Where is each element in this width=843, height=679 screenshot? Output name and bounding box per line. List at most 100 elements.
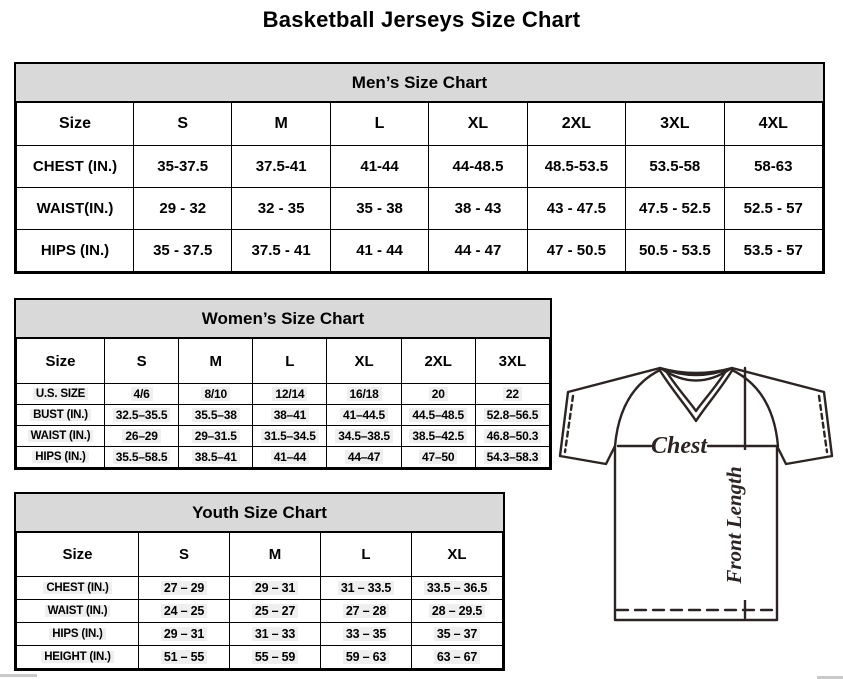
size-label-header: 4XL (723, 102, 824, 146)
size-label-header: L (252, 338, 328, 384)
value-cell: 47–50 (400, 446, 476, 468)
table-row: WAIST (IN.) 26–29 29–31.5 31.5–34.5 34.5–38.… (16, 425, 551, 447)
value-cell: 35 – 37 (411, 622, 503, 646)
value-cell: 32 - 35 (231, 187, 331, 230)
value-cell: 44 - 47 (428, 229, 528, 272)
value-cell: 35-37.5 (132, 145, 233, 188)
youth-size-table: Size S M L XL CHEST (IN.) 27 – 29 29 – 31 31 – 3… (16, 532, 503, 669)
header-row: Size S M L XL 2XL 3XL (16, 338, 551, 384)
value-cell: 25 – 27 (229, 599, 321, 623)
size-label-header: S (138, 532, 230, 577)
front-length-label-backing (727, 450, 757, 600)
table-row: HIPS (IN.) 35 - 37.5 37.5 - 41 41 - 44 44 - … (16, 229, 824, 272)
value-cell: 38 - 43 (428, 187, 528, 230)
size-label-header: 3XL (474, 338, 551, 384)
value-cell: 31 – 33.5 (320, 576, 412, 600)
value-cell: 29 - 32 (132, 187, 233, 230)
value-cell: 47 - 50.5 (526, 229, 627, 272)
value-cell: 31.5–34.5 (252, 425, 328, 447)
value-cell: 12/14 (252, 383, 328, 405)
value-cell: 24 – 25 (138, 599, 230, 623)
size-column-header: Size (16, 338, 105, 384)
womens-chart-title: Women’s Size Chart (16, 300, 550, 338)
row-label: WAIST (IN.) (16, 599, 139, 623)
value-cell: 37.5 - 41 (231, 229, 331, 272)
right-cuff-dashed-line (817, 394, 829, 454)
value-cell: 27 – 29 (138, 576, 230, 600)
value-cell: 22 (474, 383, 551, 405)
value-cell: 20 (400, 383, 476, 405)
left-cuff-dashed-line (563, 394, 575, 454)
value-cell: 59 – 63 (320, 645, 412, 669)
womens-size-chart-section: Women’s Size Chart Size S M L XL 2XL 3XL U.S. S… (14, 298, 552, 470)
size-label-header: S (103, 338, 180, 384)
table-row: WAIST(IN.) 29 - 32 32 - 35 35 - 38 38 - 43 43… (16, 187, 824, 230)
value-cell: 50.5 - 53.5 (625, 229, 725, 272)
size-label-header: L (329, 102, 430, 146)
value-cell: 16/18 (326, 383, 402, 405)
vneck-outer (657, 367, 735, 423)
value-cell: 54.3–58.3 (474, 446, 551, 468)
size-label-header: 2XL (400, 338, 476, 384)
value-cell: 48.5-53.5 (526, 145, 627, 188)
value-cell: 38.5–42.5 (400, 425, 476, 447)
size-label-header: XL (428, 102, 528, 146)
row-label: BUST (IN.) (16, 404, 105, 426)
value-cell: 43 - 47.5 (526, 187, 627, 230)
jersey-measurement-diagram: Chest Front Length (558, 366, 834, 622)
row-label: CHEST (IN.) (16, 576, 139, 600)
value-cell: 41-44 (329, 145, 430, 188)
value-cell: 46.8–50.3 (474, 425, 551, 447)
vneck-inner (664, 369, 728, 413)
womens-size-table: Size S M L XL 2XL 3XL U.S. SIZE 4/6 8/10 12/14 16/1… (16, 338, 551, 468)
table-row: WAIST (IN.) 24 – 25 25 – 27 27 – 28 28 – 29.… (16, 599, 503, 623)
youth-size-chart-section: Youth Size Chart Size S M L XL CHEST (IN.) 27 … (14, 492, 505, 671)
value-cell: 44-48.5 (428, 145, 528, 188)
bottom-right-scrollbar-fragment (817, 676, 843, 679)
youth-chart-title: Youth Size Chart (16, 494, 503, 532)
mens-size-chart-section: Men’s Size Chart Size S M L XL 2XL 3XL 4XL CHEST… (14, 62, 825, 274)
value-cell: 41 - 44 (329, 229, 430, 272)
size-label-header: XL (411, 532, 503, 577)
value-cell: 32.5–35.5 (103, 404, 180, 426)
value-cell: 33.5 – 36.5 (411, 576, 503, 600)
row-label: HEIGHT (IN.) (16, 645, 139, 669)
value-cell: 31 – 33 (229, 622, 321, 646)
value-cell: 38–41 (252, 404, 328, 426)
value-cell: 29 – 31 (138, 622, 230, 646)
collar-arc-outer (658, 366, 734, 375)
value-cell: 8/10 (178, 383, 254, 405)
value-cell: 41–44 (252, 446, 328, 468)
value-cell: 58-63 (723, 145, 824, 188)
value-cell: 35.5–38 (178, 404, 254, 426)
row-label: U.S. SIZE (16, 383, 105, 405)
size-label-header: M (231, 102, 331, 146)
left-armhole-seam (613, 368, 662, 448)
right-armhole-seam (730, 368, 780, 448)
value-cell: 44–47 (326, 446, 402, 468)
size-column-header: Size (16, 102, 134, 146)
value-cell: 29 – 31 (229, 576, 321, 600)
page-title: Basketball Jerseys Size Chart (262, 7, 581, 32)
header-row: Size S M L XL 2XL 3XL 4XL (16, 102, 824, 146)
value-cell: 4/6 (103, 383, 180, 405)
value-cell: 53.5 - 57 (723, 229, 824, 272)
header-row: Size S M L XL (16, 532, 503, 577)
size-label-header: L (320, 532, 412, 577)
value-cell: 44.5–48.5 (400, 404, 476, 426)
row-label: CHEST (IN.) (16, 145, 134, 188)
table-row: U.S. SIZE 4/6 8/10 12/14 16/18 20 22 (16, 383, 551, 405)
value-cell: 38.5–41 (178, 446, 254, 468)
row-label: HIPS (IN.) (16, 229, 134, 272)
table-row: HIPS (IN.) 35.5–58.5 38.5–41 41–44 44–47 47–5… (16, 446, 551, 468)
size-column-header: Size (16, 532, 139, 577)
table-row: HEIGHT (IN.) 51 – 55 55 – 59 59 – 63 63 – 67 (16, 645, 503, 669)
table-row: HIPS (IN.) 29 – 31 31 – 33 33 – 35 35 – 37 (16, 622, 503, 646)
value-cell: 27 – 28 (320, 599, 412, 623)
size-label-header: 2XL (526, 102, 627, 146)
value-cell: 52.5 - 57 (723, 187, 824, 230)
value-cell: 47.5 - 52.5 (625, 187, 725, 230)
value-cell: 52.8–56.5 (474, 404, 551, 426)
front-length-label: Front Length (722, 466, 746, 584)
